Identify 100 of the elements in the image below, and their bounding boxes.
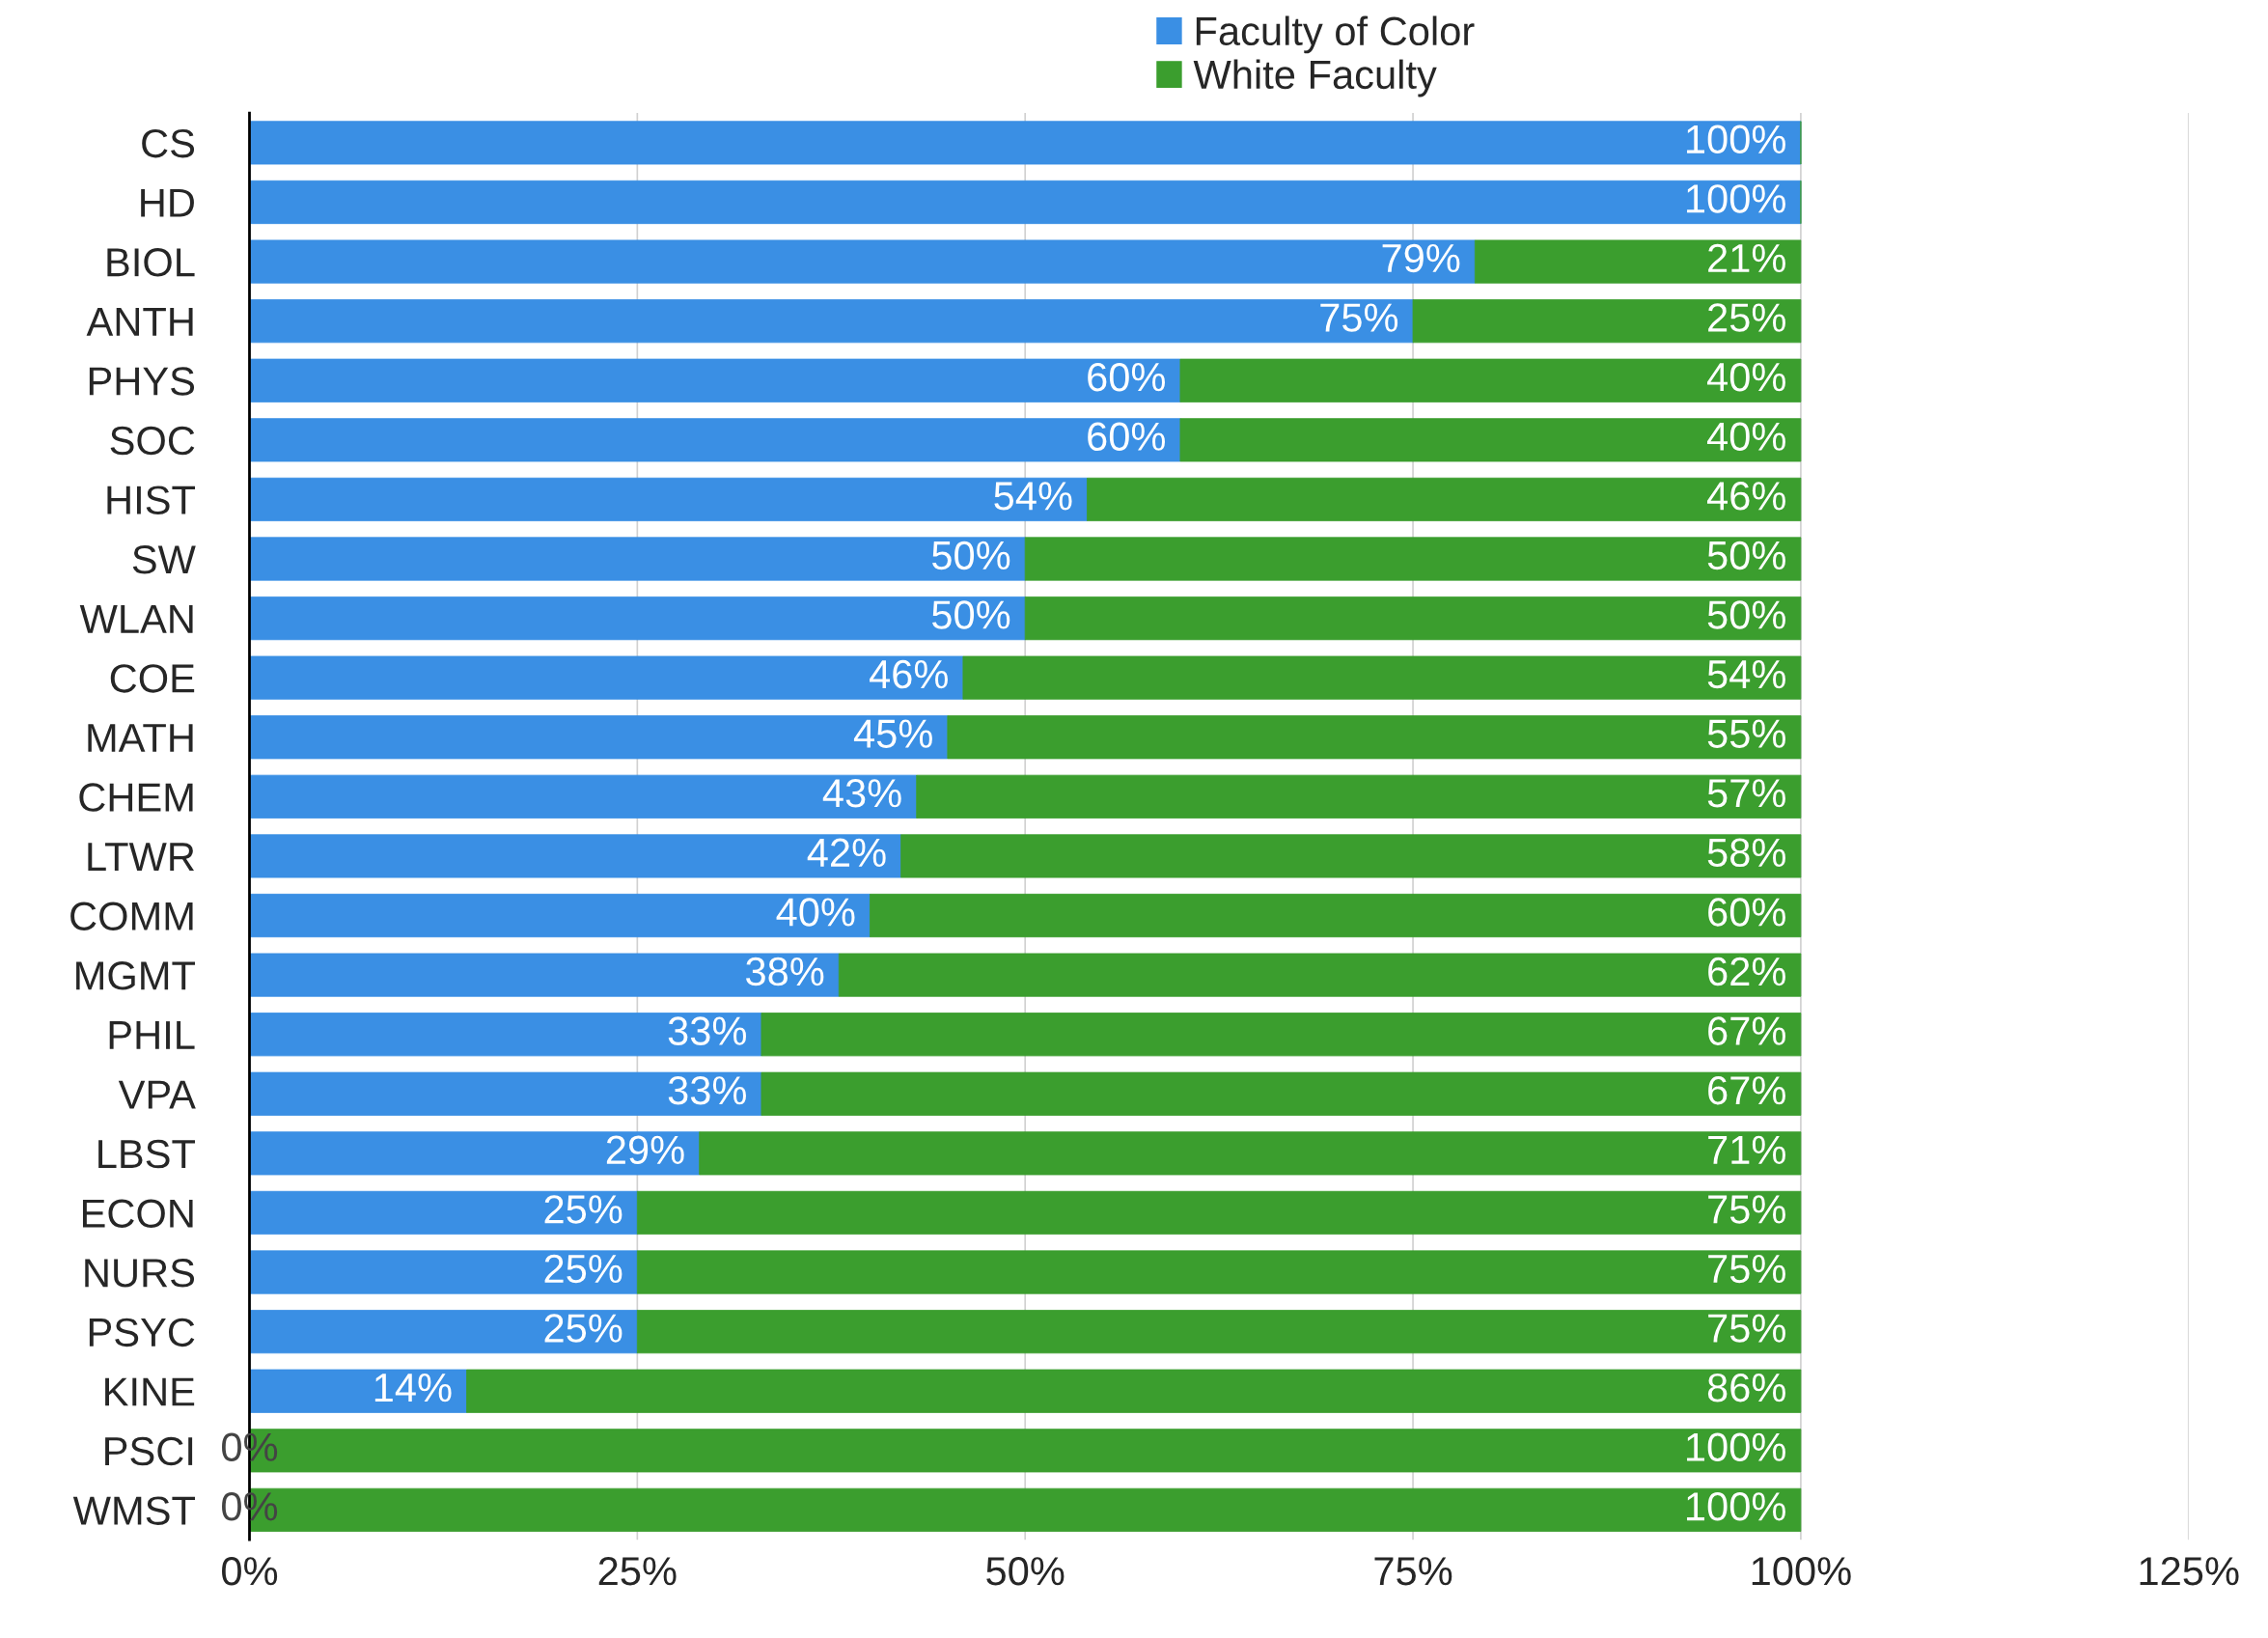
y-tick-label: KINE — [105, 1377, 195, 1406]
data-label: 79% — [1382, 243, 1460, 273]
data-label: 25% — [544, 1195, 622, 1224]
y-tick-label: CHEM — [79, 783, 193, 812]
y-tick-label: PHIL — [109, 1021, 195, 1049]
bar — [249, 358, 1181, 403]
bar — [249, 1369, 467, 1413]
data-label: 50% — [1707, 600, 1785, 629]
bar — [947, 715, 1802, 760]
data-label: 54% — [994, 482, 1072, 511]
bar — [1179, 358, 1802, 403]
data-label: 14% — [374, 1374, 452, 1402]
bar — [249, 1190, 638, 1235]
data-label: 46% — [1707, 482, 1785, 511]
x-tick-label: 50% — [986, 1556, 1065, 1586]
data-label: 0% — [222, 1492, 278, 1521]
y-tick-label: HIST — [107, 486, 195, 514]
y-tick-label: PSCI — [105, 1436, 193, 1466]
bar — [249, 1250, 638, 1294]
data-label: 75% — [1708, 1254, 1785, 1284]
y-tick-label: PHYS — [89, 367, 195, 396]
bar — [249, 1131, 701, 1176]
y-tick-label: NURS — [85, 1259, 195, 1288]
data-label: 25% — [544, 1254, 622, 1284]
y-tick-label: WLAN — [79, 605, 193, 633]
bar — [249, 1071, 762, 1116]
data-label: 43% — [822, 779, 901, 808]
data-label: 38% — [746, 957, 824, 986]
bar — [900, 834, 1802, 878]
data-label: 33% — [668, 1075, 746, 1105]
y-tick-label: SOC — [110, 426, 195, 456]
bar — [962, 655, 1802, 700]
y-tick-label: CS — [142, 128, 195, 158]
data-label: 50% — [1707, 541, 1785, 570]
y-tick-label: HD — [141, 188, 194, 217]
data-label: 29% — [606, 1135, 684, 1165]
data-label: 67% — [1708, 1016, 1785, 1045]
bar — [1024, 596, 1802, 641]
bar — [1474, 239, 1802, 284]
data-label: 58% — [1707, 838, 1785, 868]
data-label: 21% — [1708, 243, 1785, 273]
y-tick-label: LTWR — [88, 843, 195, 872]
data-label: 25% — [544, 1314, 622, 1343]
bar — [249, 834, 902, 878]
bar — [249, 1310, 638, 1354]
data-label: 54% — [1707, 660, 1785, 689]
bar — [249, 596, 1026, 641]
legend-label: White Faculty — [1193, 59, 1437, 97]
y-tick-label: COE — [110, 664, 195, 693]
data-label: 100% — [1687, 125, 1785, 154]
x-tick-label: 25% — [598, 1556, 677, 1586]
data-label: 40% — [776, 898, 855, 927]
data-label: 0% — [222, 1432, 278, 1461]
bar — [249, 715, 949, 760]
bar — [249, 180, 1802, 225]
data-label: 67% — [1708, 1075, 1785, 1105]
data-label: 45% — [853, 719, 932, 748]
data-label: 75% — [1708, 1314, 1785, 1343]
data-label: 71% — [1708, 1135, 1785, 1164]
data-label: 100% — [1687, 1432, 1785, 1461]
bar — [249, 655, 964, 700]
bar — [249, 299, 1414, 344]
y-tick-label: MGMT — [76, 961, 195, 990]
data-label: 100% — [1687, 184, 1785, 213]
data-label: 40% — [1707, 422, 1785, 452]
y-tick-label: MATH — [88, 724, 193, 752]
bar — [249, 477, 1088, 521]
data-label: 62% — [1708, 957, 1785, 986]
bar — [249, 418, 1181, 462]
data-label: 75% — [1320, 303, 1398, 332]
data-label: 40% — [1707, 362, 1785, 392]
bar — [1087, 477, 1802, 521]
data-label: 33% — [668, 1016, 746, 1045]
data-label: 50% — [932, 541, 1010, 570]
data-label: 42% — [807, 838, 886, 867]
legend-label: Faculty of Color — [1196, 15, 1475, 54]
y-tick-label: BIOL — [107, 248, 195, 277]
y-tick-label: ANTH — [86, 308, 193, 336]
bar — [249, 537, 1026, 581]
bar — [249, 774, 918, 819]
bar — [838, 953, 1802, 997]
bar — [916, 774, 1802, 819]
bar — [636, 1310, 1802, 1354]
x-tick-label: 75% — [1374, 1557, 1452, 1586]
bar — [1024, 537, 1802, 581]
data-label: 57% — [1707, 779, 1785, 808]
bar — [249, 239, 1476, 284]
bar — [761, 1013, 1802, 1057]
y-tick-label: PSYC — [89, 1318, 195, 1347]
bar — [249, 1013, 762, 1057]
bar — [636, 1190, 1802, 1235]
bar — [249, 121, 1802, 165]
x-tick-label: 100% — [1752, 1556, 1851, 1586]
data-label: 60% — [1088, 422, 1165, 452]
data-label: 25% — [1708, 303, 1785, 332]
y-tick-label: WMST — [72, 1496, 195, 1525]
data-label: 75% — [1708, 1195, 1785, 1224]
y-tick-label: VPA — [118, 1080, 196, 1109]
data-label: 55% — [1707, 719, 1785, 748]
bar — [1179, 418, 1802, 462]
